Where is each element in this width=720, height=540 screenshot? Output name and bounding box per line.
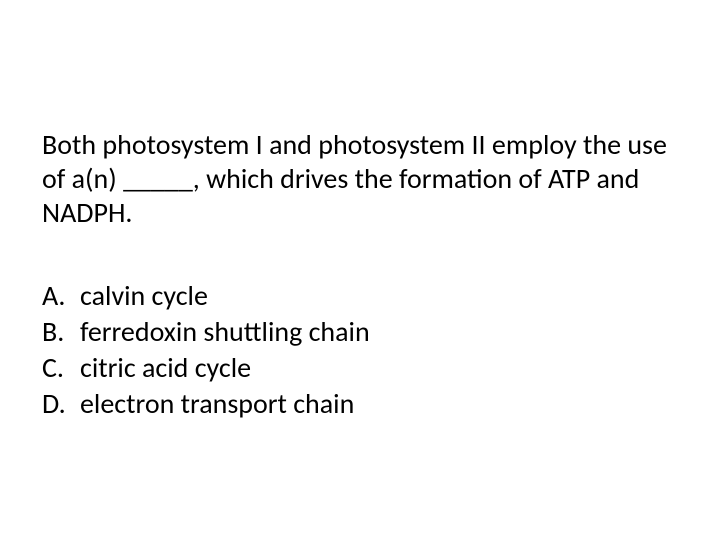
option-text: calvin cycle	[80, 278, 678, 314]
option-letter: A.	[42, 278, 80, 314]
option-text: citric acid cycle	[80, 350, 678, 386]
option-letter: B.	[42, 314, 80, 350]
options-list: A. calvin cycle B. ferredoxin shuttling …	[42, 278, 678, 421]
option-text: ferredoxin shuttling chain	[80, 314, 678, 350]
option-row: A. calvin cycle	[42, 278, 678, 314]
option-letter: D.	[42, 386, 80, 422]
slide-container: Both photosystem I and photosystem II em…	[0, 0, 720, 540]
option-row: D. electron transport chain	[42, 386, 678, 422]
question-text: Both photosystem I and photosystem II em…	[42, 128, 678, 230]
option-letter: C.	[42, 350, 80, 386]
option-row: B. ferredoxin shuttling chain	[42, 314, 678, 350]
option-text: electron transport chain	[80, 386, 678, 422]
option-row: C. citric acid cycle	[42, 350, 678, 386]
